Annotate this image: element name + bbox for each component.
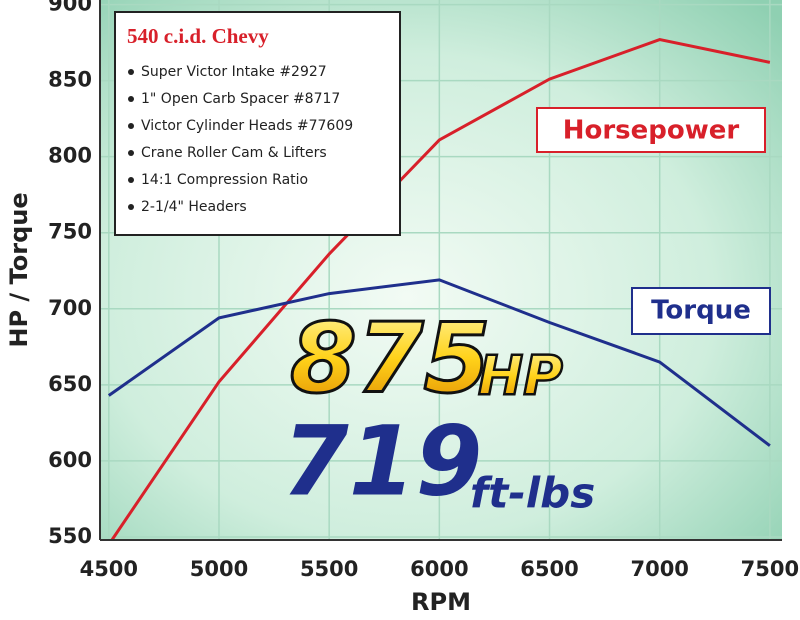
bullet xyxy=(128,177,134,183)
x-tick-label: 7500 xyxy=(741,557,799,581)
series-label: Horsepower xyxy=(563,116,740,146)
spec-item: Crane Roller Cam & Lifters xyxy=(141,145,327,161)
y-tick-label: 550 xyxy=(48,524,92,548)
headline-torque: 719 xyxy=(282,405,482,517)
y-tick-label: 800 xyxy=(48,144,92,168)
x-tick-label: 4500 xyxy=(80,557,138,581)
x-axis-label: RPM xyxy=(411,588,471,616)
spec-item: 1" Open Carb Spacer #8717 xyxy=(141,91,340,107)
spec-item: 14:1 Compression Ratio xyxy=(141,172,308,188)
bullet xyxy=(128,96,134,102)
headline-hp: 875 xyxy=(290,302,490,414)
headline-hp-unit: HP xyxy=(478,345,563,408)
spec-box: 540 c.i.d. Chevy Super Victor Intake #29… xyxy=(114,11,401,236)
x-tick-label: 7000 xyxy=(630,557,688,581)
label-box xyxy=(631,287,771,335)
series-line xyxy=(107,278,771,447)
label-box xyxy=(536,107,766,153)
y-tick-label: 900 xyxy=(48,0,92,16)
spec-item: 2-1/4" Headers xyxy=(141,199,247,215)
bullet xyxy=(128,69,134,75)
bullet xyxy=(128,150,134,156)
series-label: Torque xyxy=(651,296,751,326)
x-tick-label: 5500 xyxy=(300,557,358,581)
spec-item: Super Victor Intake #2927 xyxy=(141,64,327,80)
y-tick-label: 650 xyxy=(48,372,92,396)
x-tick-label: 6000 xyxy=(410,557,468,581)
x-tick-label: 6500 xyxy=(520,557,578,581)
x-tick-label: 5000 xyxy=(190,557,248,581)
spec-item: Victor Cylinder Heads #77609 xyxy=(141,118,353,134)
headline-torque-unit: ft-lbs xyxy=(470,469,595,518)
y-tick-label: 700 xyxy=(48,296,92,320)
bullet xyxy=(128,123,134,129)
y-tick-label: 850 xyxy=(48,68,92,92)
y-tick-label: 750 xyxy=(48,220,92,244)
series-line xyxy=(110,37,771,540)
y-axis-label: HP / Torque xyxy=(5,192,33,347)
y-tick-label: 600 xyxy=(48,448,92,472)
bullet xyxy=(128,204,134,210)
box-title: 540 c.i.d. Chevy xyxy=(127,24,269,48)
